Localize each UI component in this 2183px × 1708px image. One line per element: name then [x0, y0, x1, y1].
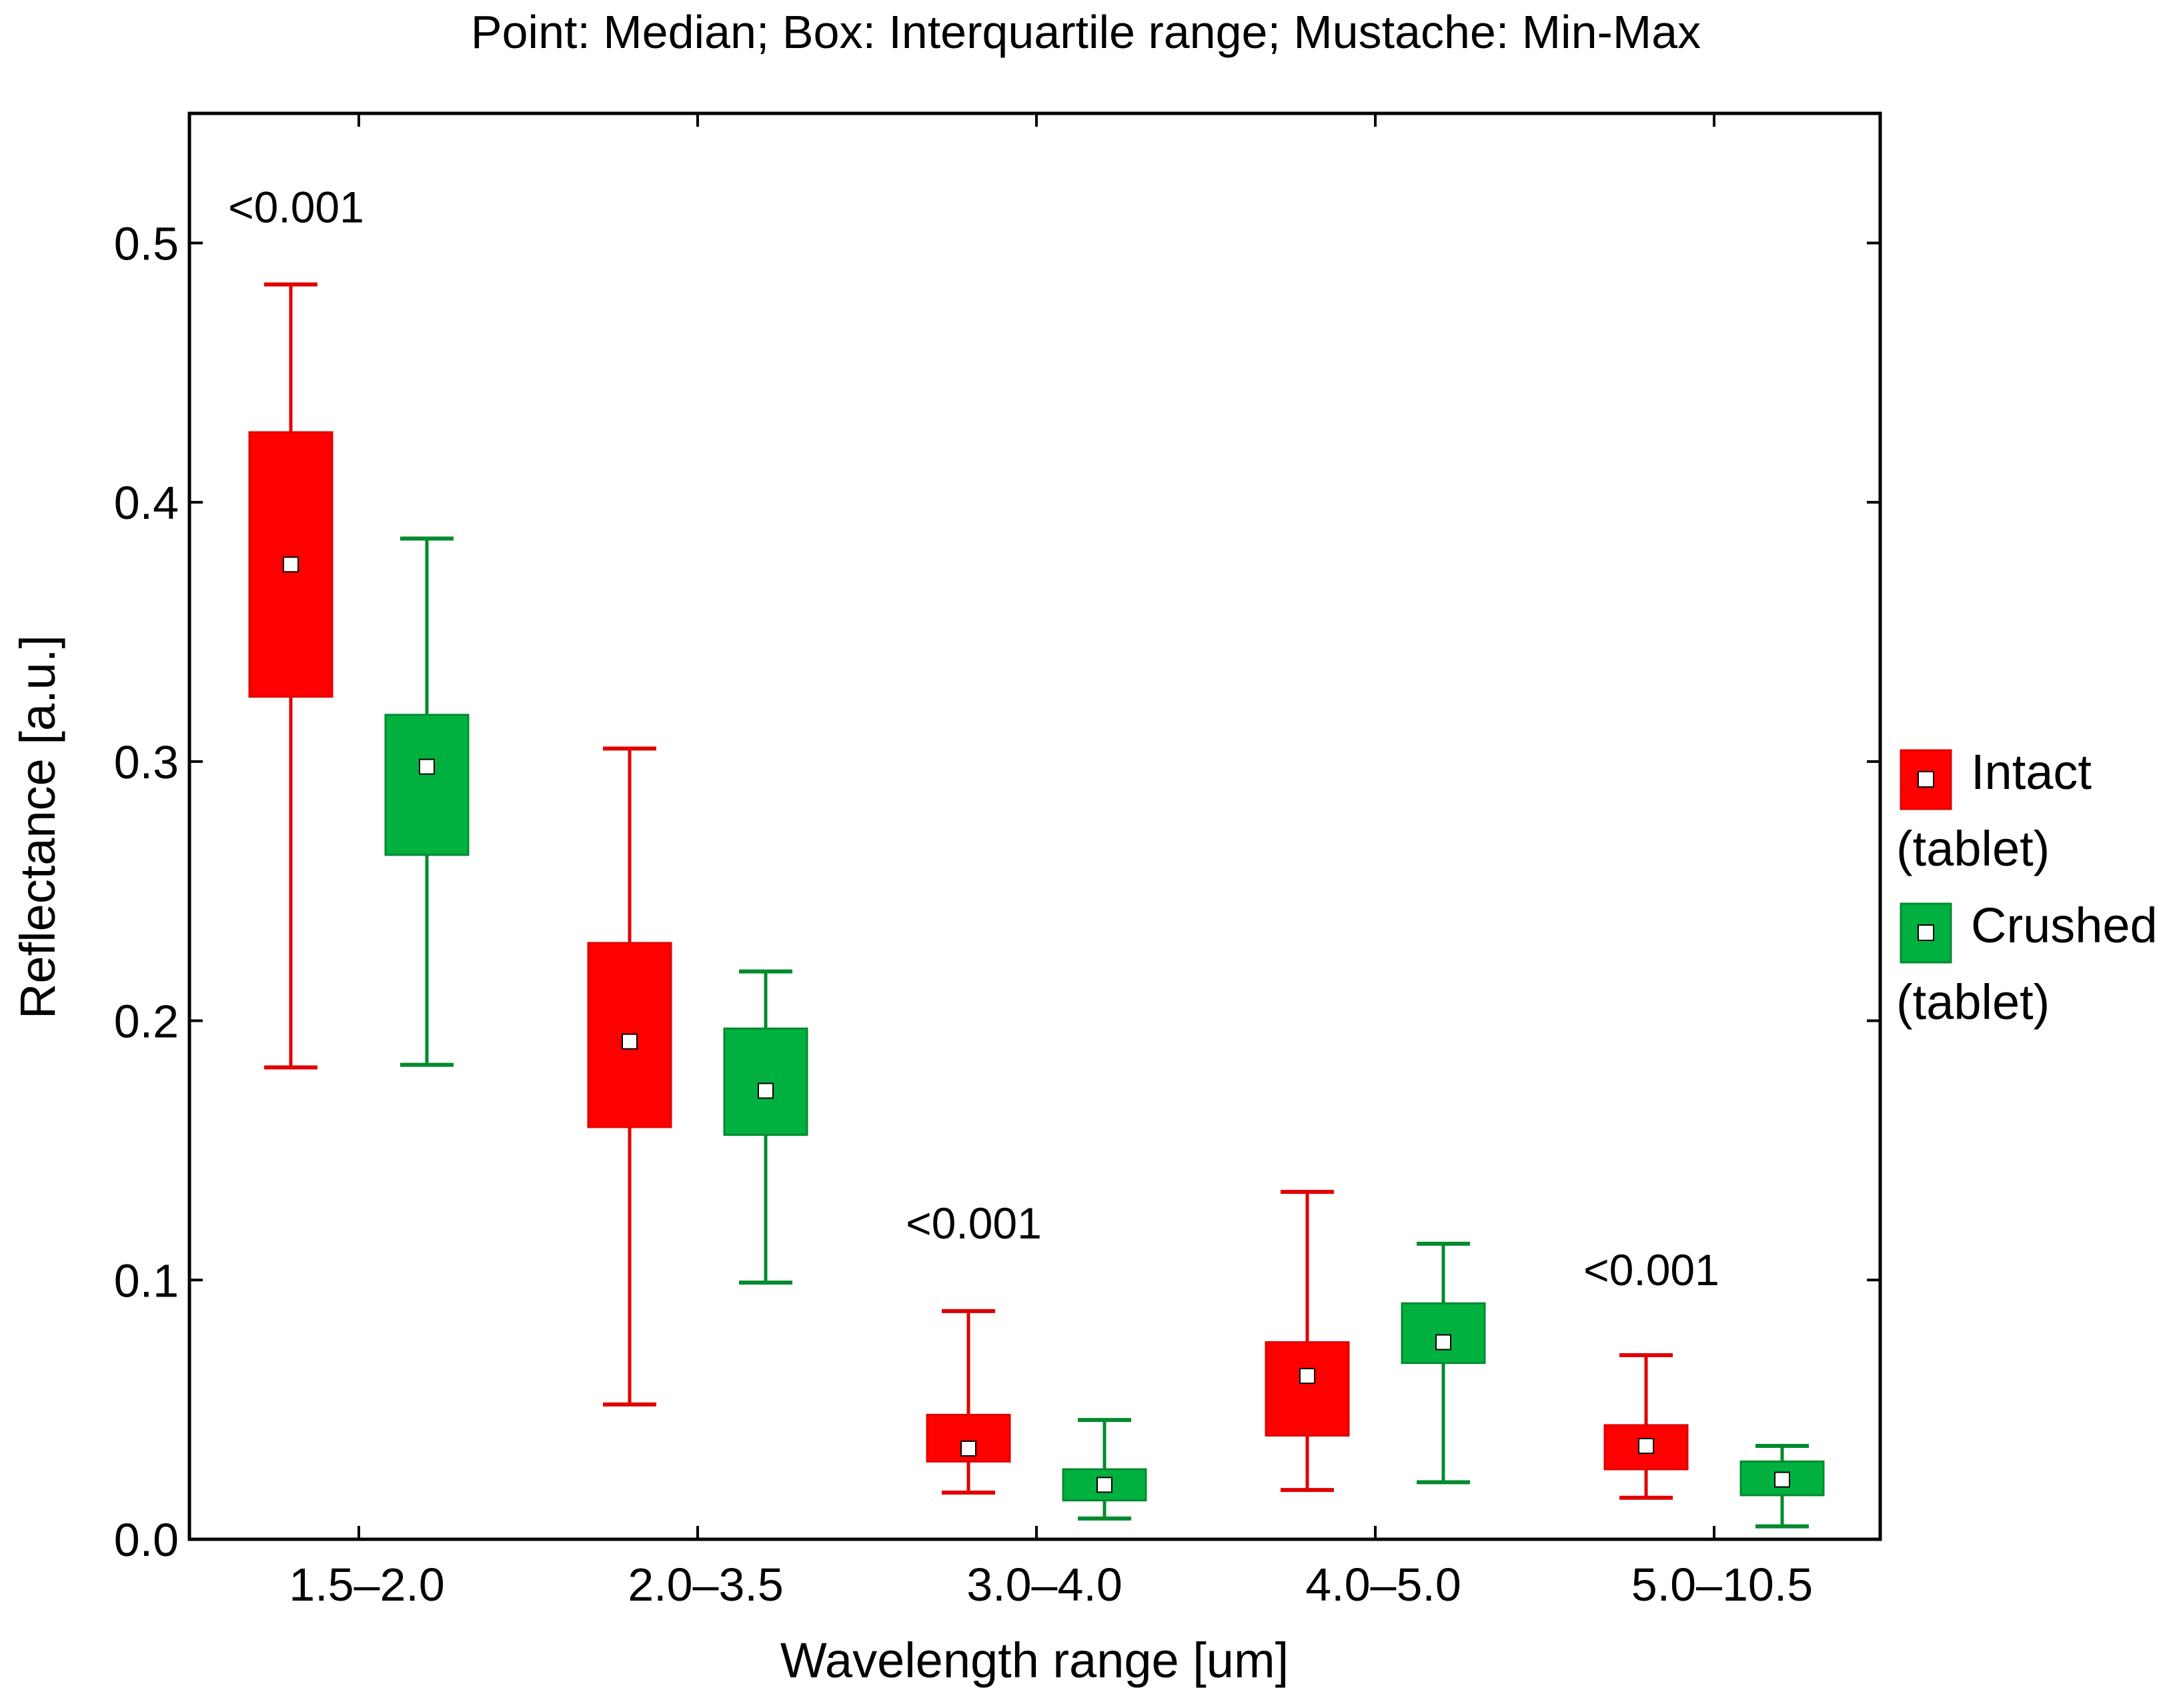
- iqr-box: [248, 431, 333, 698]
- legend-swatch-marker: [1918, 924, 1934, 941]
- plot-frame: [187, 111, 1882, 1541]
- legend-label-crushed-line2: (tablet): [1896, 974, 2050, 1030]
- x-axis-label: Wavelength range [um]: [780, 1633, 1289, 1688]
- median-marker: [1774, 1471, 1790, 1488]
- iqr-box: [384, 714, 470, 856]
- y-axis-ticks: 0.0 0.1 0.2 0.3 0.4 0.5: [114, 217, 1880, 1566]
- median-marker: [758, 1082, 774, 1099]
- chart-title: Point: Median; Box: Interquartile range;…: [471, 6, 1701, 58]
- median-marker: [960, 1440, 976, 1457]
- y-tick-label: 0.3: [114, 736, 179, 788]
- legend-swatch-crushed: [1900, 902, 1952, 964]
- median-marker: [1638, 1438, 1654, 1455]
- iqr-box: [926, 1413, 1011, 1463]
- y-tick-label: 0.2: [114, 996, 179, 1048]
- iqr-box: [1739, 1460, 1825, 1497]
- y-axis-label: Reflectance [a.u.]: [10, 635, 65, 1019]
- legend-label-intact: Intact: [1971, 744, 2092, 800]
- x-tick-label: 3.0–4.0: [966, 1559, 1123, 1611]
- x-tick-label: 4.0–5.0: [1305, 1559, 1461, 1611]
- y-tick-label: 0.0: [114, 1514, 179, 1566]
- median-marker: [1299, 1368, 1315, 1385]
- x-tick-label: 2.0–3.5: [628, 1559, 784, 1611]
- iqr-box: [1265, 1341, 1350, 1437]
- legend-label-crushed: Crushed: [1971, 898, 2158, 953]
- iqr-box: [1401, 1302, 1486, 1365]
- p-value-label: <0.001: [906, 1198, 1042, 1248]
- x-axis-ticks: 1.5–2.0 2.0–3.5 3.0–4.0 4.0–5.0 5.0–10.5: [289, 113, 1813, 1611]
- p-value-label: <0.001: [1583, 1245, 1719, 1295]
- series-intact: [248, 282, 1689, 1500]
- median-marker: [1435, 1334, 1451, 1351]
- median-marker: [419, 758, 435, 775]
- median-marker: [283, 556, 299, 573]
- legend-label-intact-line2: (tablet): [1896, 821, 2050, 876]
- median-marker: [1097, 1477, 1113, 1493]
- x-tick-label: 5.0–10.5: [1631, 1559, 1813, 1611]
- p-value-label: <0.001: [228, 182, 364, 231]
- iqr-box: [723, 1027, 808, 1136]
- legend-swatch-marker: [1918, 771, 1934, 788]
- y-tick-label: 0.5: [114, 217, 179, 269]
- p-value-annotations: <0.001 <0.001 <0.001: [228, 182, 1719, 1295]
- box-series: [248, 282, 1825, 1529]
- series-crushed: [384, 536, 1825, 1529]
- legend: Intact (tablet) Crushed (tablet): [1896, 744, 2158, 1030]
- y-tick-label: 0.1: [114, 1254, 179, 1307]
- x-tick-label: 1.5–2.0: [289, 1559, 445, 1611]
- y-tick-label: 0.4: [114, 477, 179, 529]
- median-marker: [622, 1033, 638, 1050]
